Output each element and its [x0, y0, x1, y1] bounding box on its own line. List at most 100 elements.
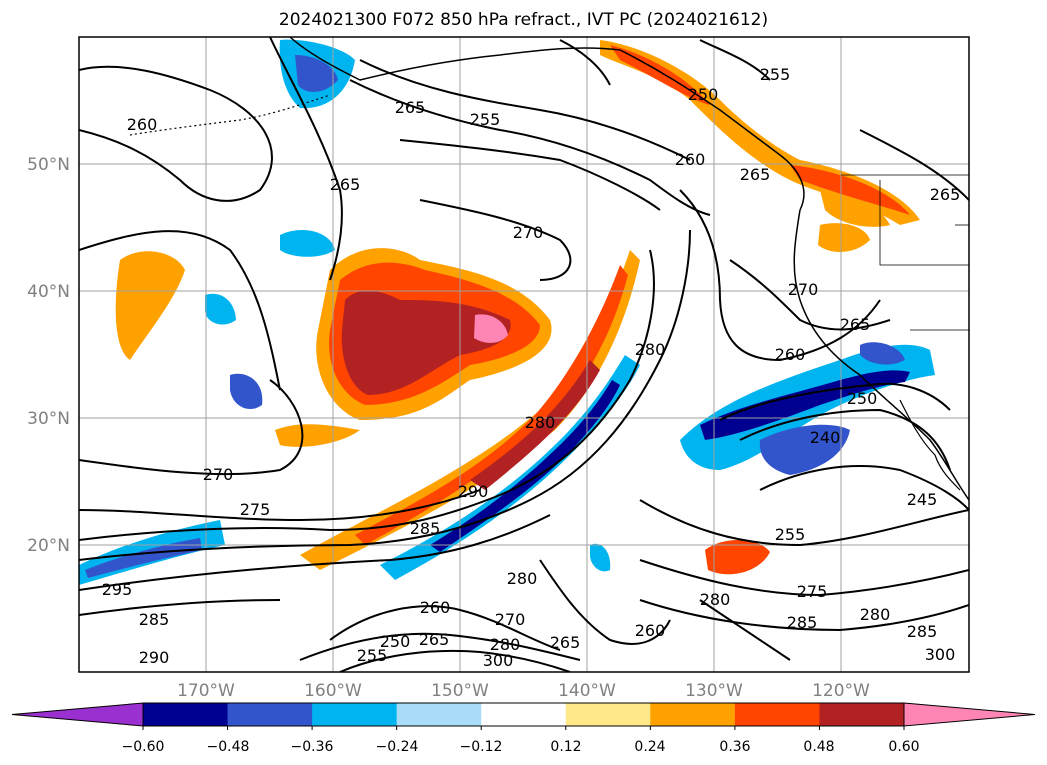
contour-255-ne — [699, 39, 771, 81]
lon-label-140w: 140°W — [558, 681, 616, 701]
contour-label: 265 — [840, 315, 871, 334]
contour-label: 265 — [550, 633, 581, 652]
colorbar-tick: −0.36 — [291, 739, 334, 755]
contour-label: 285 — [787, 613, 818, 632]
contour-label: 300 — [483, 651, 514, 670]
contour-label: 260 — [635, 621, 666, 640]
contour-label: 290 — [139, 648, 170, 667]
shade-blue-spot-5 — [860, 342, 905, 365]
contour-260-north — [399, 139, 661, 211]
contour-label: 265 — [930, 185, 961, 204]
contour-285-south — [79, 514, 551, 591]
contour-label: 275 — [797, 582, 828, 601]
map-layers: 260 265 255 265 270 260 255 250 265 265 270 265 260 2… — [79, 37, 969, 672]
contour-label: 260 — [775, 345, 806, 364]
shade-central-pacific-pink — [474, 314, 508, 343]
contour-label: 265 — [740, 165, 771, 184]
longitude-axis: 170°W 160°W 150°W 140°W 130°W 120°W — [177, 681, 870, 701]
contour-label: 290 — [458, 482, 489, 501]
contour-label: 285 — [139, 610, 170, 629]
colorbar-tick: −0.60 — [122, 739, 165, 755]
shade-bc-coast — [820, 190, 890, 227]
contour-260-nw — [79, 65, 273, 202]
latitude-axis: 50°N 40°N 30°N 20°N — [27, 155, 70, 556]
contour-north-loop — [559, 39, 611, 86]
contour-275-south-east — [639, 559, 969, 597]
shade-blue-spot-4 — [590, 543, 611, 572]
colorbar-tick-labels: −0.60 −0.48 −0.36 −0.24 −0.12 0.12 0.24 … — [122, 739, 920, 755]
colorbar-segment — [143, 703, 229, 726]
shade-south-east-blob — [705, 540, 770, 575]
colorbar-extend-high — [903, 702, 1036, 727]
contour-260-east — [679, 189, 881, 362]
colorbar-segment — [227, 703, 313, 726]
contour-245-east — [759, 465, 969, 511]
contour-label: 260 — [420, 598, 451, 617]
shade-central-pacific-core — [341, 290, 511, 395]
contour-270-central — [419, 199, 572, 281]
lon-label-170w: 170°W — [177, 681, 235, 701]
contour-265-east — [729, 259, 891, 331]
colorbar-tick: −0.12 — [460, 739, 503, 755]
contour-label: 280 — [525, 413, 556, 432]
contour-label: 260 — [675, 150, 706, 169]
shade-blue-spot-2 — [205, 293, 236, 325]
colorbar-tick: −0.24 — [376, 739, 419, 755]
shade-west-band-navy — [85, 538, 202, 578]
contour-label: 265 — [330, 175, 361, 194]
shade-ar-south-orange — [275, 424, 360, 447]
shade-blue-spot-1 — [280, 230, 335, 257]
contour-south-east-loop — [699, 599, 791, 661]
contour-255-north — [359, 59, 691, 161]
contour-ar-axis — [79, 249, 655, 541]
contour-275-sw — [79, 489, 481, 522]
map-frame — [78, 36, 970, 673]
colorbar-segment — [650, 703, 736, 726]
contour-west-loop — [79, 230, 281, 391]
contour-260-south — [329, 605, 561, 651]
contour-255-south-east — [639, 499, 969, 547]
north-america-west-coast — [793, 209, 969, 501]
refractivity-contours — [79, 37, 969, 672]
colorbar-tick: 0.60 — [888, 739, 919, 755]
shade-aleutian-navy — [295, 55, 338, 92]
colorbar-tick: 0.48 — [803, 739, 834, 755]
contour-label: 270 — [203, 465, 234, 484]
contour-label: 300 — [925, 645, 956, 664]
contour-label: 250 — [847, 389, 878, 408]
coastlines — [129, 37, 969, 501]
colorbar-segment — [396, 703, 482, 726]
lat-label-30n: 30°N — [27, 409, 70, 429]
baja-coast — [899, 399, 961, 491]
colorbar-extend-low — [11, 702, 144, 727]
contour-label: 280 — [860, 605, 891, 624]
aleutian-islands — [129, 94, 331, 136]
colorbar-segment — [734, 703, 820, 726]
lon-label-150w: 150°W — [431, 681, 489, 701]
colorbar — [11, 702, 1036, 730]
shade-east-pacific-mid — [759, 424, 850, 475]
shade-ar-band-dark — [470, 360, 600, 490]
contour-label: 265 — [419, 630, 450, 649]
contour-270-south — [339, 649, 571, 672]
contour-label: 285 — [410, 519, 441, 538]
state-border-1 — [879, 180, 969, 266]
lon-label-130w: 130°W — [685, 681, 743, 701]
colorbar-segment — [819, 703, 905, 726]
contour-label: 255 — [357, 646, 388, 665]
colorbar-segment — [312, 703, 398, 726]
alaska-coast — [289, 37, 805, 211]
shade-ar-band-navy — [430, 380, 620, 552]
contour-label: 280 — [490, 635, 521, 654]
contour-label: 270 — [495, 610, 526, 629]
lat-label-20n: 20°N — [27, 536, 70, 556]
graticule — [79, 37, 969, 672]
colorbar-tick: −0.48 — [207, 739, 250, 755]
contour-label: 295 — [102, 580, 133, 599]
contour-label: 265 — [395, 98, 426, 117]
contour-280-south — [539, 559, 671, 645]
contour-label: 255 — [775, 525, 806, 544]
contour-265-ne — [859, 129, 969, 201]
contour-label: 280 — [507, 569, 538, 588]
contour-label: 250 — [688, 85, 719, 104]
